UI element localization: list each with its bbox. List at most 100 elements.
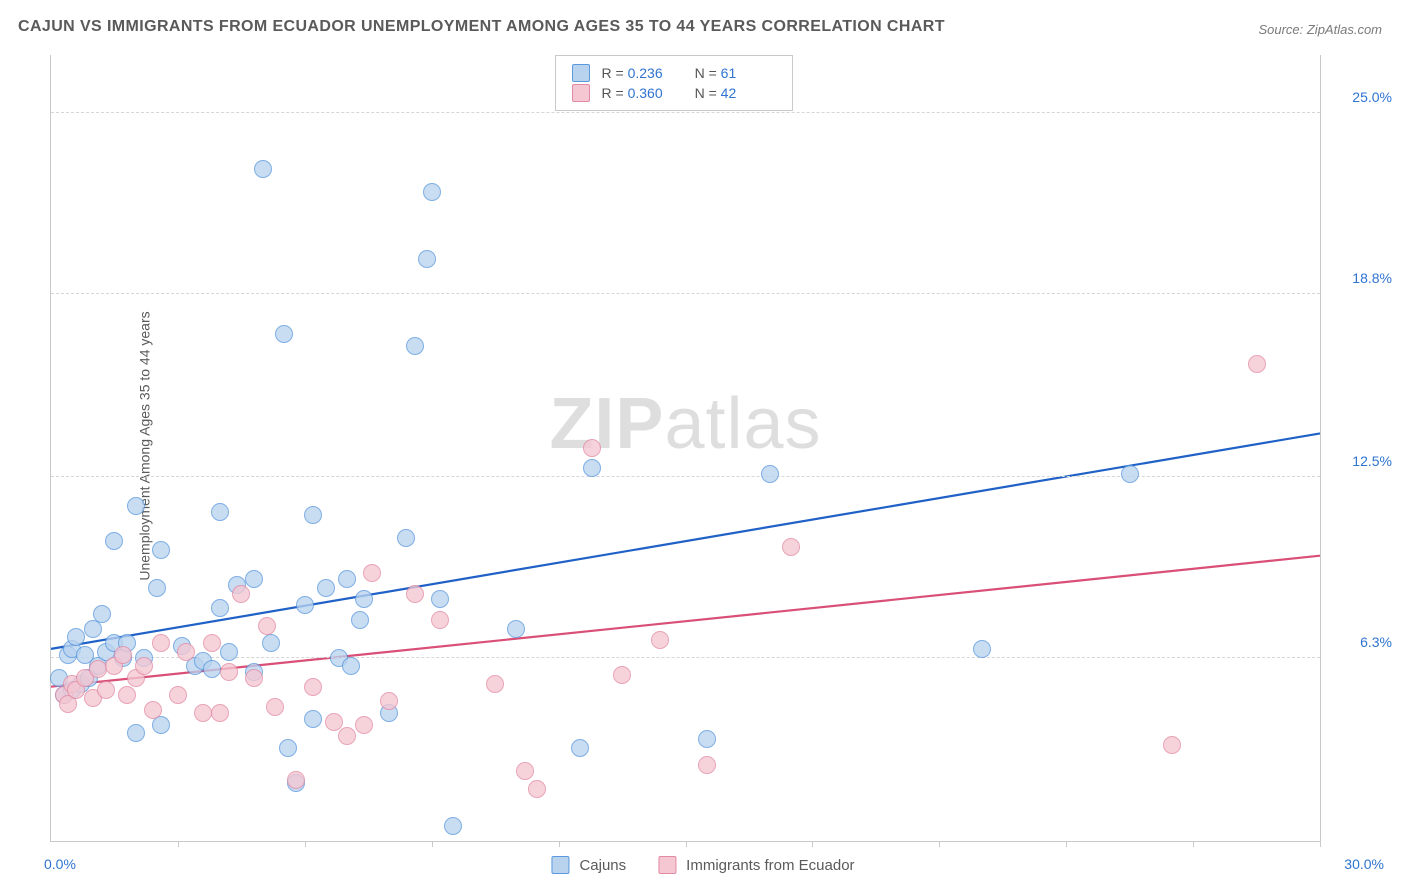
gridline: [51, 293, 1320, 294]
data-point: [380, 692, 398, 710]
x-tick: [178, 841, 179, 847]
x-tick: [1066, 841, 1067, 847]
data-point: [613, 666, 631, 684]
data-point: [203, 660, 221, 678]
data-point: [152, 541, 170, 559]
data-point: [258, 617, 276, 635]
x-axis-min-label: 0.0%: [44, 856, 76, 872]
x-tick: [1320, 841, 1321, 847]
legend-item-ecuador: Immigrants from Ecuador: [658, 856, 854, 874]
legend-label-cajuns: Cajuns: [579, 857, 626, 874]
r-value-1: 0.236: [628, 65, 683, 81]
data-point: [245, 570, 263, 588]
data-point: [194, 704, 212, 722]
legend-item-cajuns: Cajuns: [551, 856, 626, 874]
data-point: [363, 564, 381, 582]
data-point: [406, 585, 424, 603]
n-label: N =: [695, 85, 717, 101]
data-point: [211, 599, 229, 617]
gridline: [51, 112, 1320, 113]
x-axis-max-label: 30.0%: [1344, 856, 1384, 872]
data-point: [220, 663, 238, 681]
data-point: [89, 660, 107, 678]
data-point: [317, 579, 335, 597]
data-point: [127, 497, 145, 515]
trend-lines: [51, 55, 1320, 841]
data-point: [296, 596, 314, 614]
data-point: [1163, 736, 1181, 754]
y-tick-label: 18.8%: [1330, 270, 1392, 286]
data-point: [211, 704, 229, 722]
correlation-legend: R = 0.236 N = 61 R = 0.360 N = 42: [555, 55, 793, 111]
data-point: [67, 628, 85, 646]
data-point: [583, 439, 601, 457]
data-point: [431, 611, 449, 629]
data-point: [355, 590, 373, 608]
data-point: [245, 669, 263, 687]
data-point: [144, 701, 162, 719]
swatch-cajuns: [551, 856, 569, 874]
data-point: [135, 657, 153, 675]
data-point: [338, 570, 356, 588]
data-point: [169, 686, 187, 704]
data-point: [304, 678, 322, 696]
data-point: [1248, 355, 1266, 373]
data-point: [355, 716, 373, 734]
x-tick: [305, 841, 306, 847]
data-point: [651, 631, 669, 649]
r-value-2: 0.360: [628, 85, 683, 101]
data-point: [761, 465, 779, 483]
source-attribution: Source: ZipAtlas.com: [1258, 22, 1382, 37]
x-tick: [939, 841, 940, 847]
data-point: [397, 529, 415, 547]
data-point: [287, 771, 305, 789]
data-point: [351, 611, 369, 629]
r-label: R =: [602, 65, 624, 81]
legend-row-series-1: R = 0.236 N = 61: [572, 64, 776, 82]
data-point: [583, 459, 601, 477]
data-point: [279, 739, 297, 757]
data-point: [423, 183, 441, 201]
data-point: [304, 710, 322, 728]
swatch-series-1: [572, 64, 590, 82]
y-tick-label: 12.5%: [1330, 453, 1392, 469]
data-point: [342, 657, 360, 675]
data-point: [698, 756, 716, 774]
chart-title: CAJUN VS IMMIGRANTS FROM ECUADOR UNEMPLO…: [18, 18, 945, 36]
data-point: [431, 590, 449, 608]
data-point: [93, 605, 111, 623]
data-point: [507, 620, 525, 638]
y-tick-label: 6.3%: [1330, 634, 1392, 650]
data-point: [177, 643, 195, 661]
data-point: [516, 762, 534, 780]
series-legend: Cajuns Immigrants from Ecuador: [551, 856, 854, 874]
data-point: [528, 780, 546, 798]
legend-label-ecuador: Immigrants from Ecuador: [686, 857, 854, 874]
x-tick: [432, 841, 433, 847]
data-point: [275, 325, 293, 343]
swatch-series-2: [572, 84, 590, 102]
data-point: [97, 681, 115, 699]
x-tick: [686, 841, 687, 847]
data-point: [698, 730, 716, 748]
data-point: [304, 506, 322, 524]
data-point: [127, 724, 145, 742]
y-tick-label: 25.0%: [1330, 89, 1392, 105]
data-point: [444, 817, 462, 835]
x-tick: [559, 841, 560, 847]
data-point: [203, 634, 221, 652]
data-point: [325, 713, 343, 731]
data-point: [220, 643, 238, 661]
data-point: [262, 634, 280, 652]
data-point: [406, 337, 424, 355]
data-point: [418, 250, 436, 268]
n-label: N =: [695, 65, 717, 81]
data-point: [105, 532, 123, 550]
gridline: [51, 657, 1320, 658]
x-tick: [812, 841, 813, 847]
data-point: [118, 686, 136, 704]
data-point: [232, 585, 250, 603]
data-point: [266, 698, 284, 716]
x-tick: [1193, 841, 1194, 847]
n-value-1: 61: [721, 65, 776, 81]
